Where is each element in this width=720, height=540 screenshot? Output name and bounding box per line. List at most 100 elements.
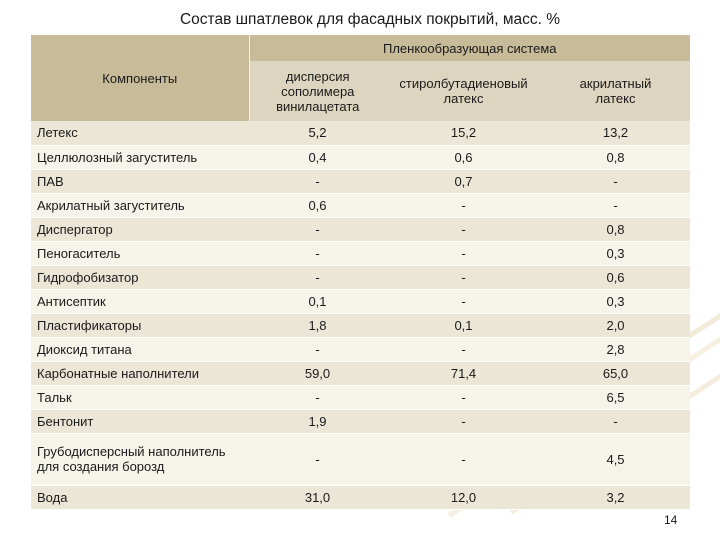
column-header-line: латекс	[443, 91, 484, 106]
value-cell: -	[249, 337, 386, 362]
table-row: Целлюлозный загуститель 0,4 0,6 0,8	[31, 145, 691, 170]
subheader-row: дисперсия сополимера винилацетата стирол…	[31, 61, 691, 121]
column-header-line: винилацетата	[276, 98, 360, 114]
table-row: Диоксид титана - -2,8	[31, 337, 691, 362]
value-cell: 0,1	[249, 289, 386, 314]
table-row: Бентонит 1,9- -	[31, 409, 691, 434]
value-cell: 13,2	[541, 121, 691, 146]
component-name-line: Тальк	[37, 389, 72, 405]
value-cell: -	[386, 241, 541, 266]
value-cell: -	[541, 193, 691, 218]
value-cell: 4,5	[541, 433, 691, 486]
component-name: Пластификаторы	[31, 313, 249, 338]
table-body: Компоненты Пленкообразующая система дисп…	[31, 35, 691, 510]
component-name-line: Антисептик	[37, 293, 106, 309]
value-cell: 65,0	[541, 361, 691, 386]
column-header-line: стиролбутадиеновый	[399, 76, 528, 91]
value-cell: 0,6	[541, 265, 691, 290]
value-cell: -	[249, 265, 386, 290]
value-cell: 0,8	[541, 145, 691, 170]
value-cell: 31,0	[249, 485, 386, 510]
component-name: Акрилатный загуститель	[31, 193, 249, 218]
value-cell: -	[386, 433, 541, 486]
value-cell: -	[386, 193, 541, 218]
value-cell: -	[249, 385, 386, 410]
component-name-line: Пластификаторы	[37, 317, 142, 333]
value-cell: 71,4	[386, 361, 541, 386]
value-cell: -	[249, 169, 386, 194]
component-name-line: Акрилатный загуститель	[37, 197, 185, 213]
value-cell: 0,3	[541, 289, 691, 314]
value-cell: -	[386, 217, 541, 242]
value-cell: 6,5	[541, 385, 691, 410]
value-cell: -	[541, 169, 691, 194]
component-name: Целлюлозный загуститель	[31, 145, 249, 170]
component-name-line: ПАВ	[37, 173, 64, 189]
component-name: Грубодисперсный наполнитель для создания …	[31, 433, 249, 486]
value-cell: -	[386, 289, 541, 314]
components-header: Компоненты	[31, 35, 250, 121]
column-header-styrene-butadiene: стиролбутадиеновый латекс	[386, 61, 541, 121]
value-cell: 0,7	[386, 169, 541, 194]
value-cell: 2,8	[541, 337, 691, 362]
component-name-line: Летекс	[37, 125, 78, 141]
component-name-line: Грубодисперсный наполнитель	[37, 444, 226, 459]
column-header-line: дисперсия	[285, 68, 350, 84]
table-row: Гидрофобизатор - -0,6	[31, 265, 691, 290]
table-row: Грубодисперсный наполнитель для создания …	[31, 433, 691, 486]
component-name-line: Гидрофобизатор	[37, 269, 139, 285]
table-row: Карбонатные наполнители 59,0 71,4 65,0	[31, 361, 691, 386]
component-name: Гидрофобизатор	[31, 265, 249, 290]
value-cell: -	[386, 265, 541, 290]
value-cell: 0,6	[386, 145, 541, 170]
value-cell: 0,8	[541, 217, 691, 242]
component-name-line: для создания борозд	[37, 459, 165, 474]
component-name: Карбонатные наполнители	[31, 361, 249, 386]
component-name: Летекс	[31, 121, 249, 146]
column-header-line: акрилатный	[579, 76, 652, 91]
column-header-line: сополимера	[281, 83, 355, 99]
value-cell: -	[386, 337, 541, 362]
value-cell: 0,1	[386, 313, 541, 338]
film-system-header: Пленкообразующая система	[249, 35, 691, 61]
value-cell: 3,2	[541, 485, 691, 510]
table-row: Тальк - -6,5	[31, 385, 691, 410]
value-cell: -	[249, 217, 386, 242]
column-header-acrylic: акрилатный латекс	[541, 61, 691, 121]
header-row: Компоненты Пленкообразующая система	[31, 35, 691, 121]
column-header-line: латекс	[595, 91, 636, 106]
table-row: Пеногаситель - -0,3	[31, 241, 691, 266]
component-name: Тальк	[31, 385, 249, 410]
value-cell: 0,3	[541, 241, 691, 266]
component-name-line: Диспергатор	[37, 221, 113, 237]
table-row: Пластификаторы 1,8 0,1 2,0	[31, 313, 691, 338]
table-row: Антисептик 0,1-0,3	[31, 289, 691, 314]
component-name: Вода	[31, 485, 249, 510]
component-name-line: Диоксид титана	[37, 341, 132, 357]
value-cell: -	[249, 433, 386, 486]
value-cell: 0,4	[249, 145, 386, 170]
component-name-line: Карбонатные наполнители	[37, 365, 200, 381]
component-name: Диоксид титана	[31, 337, 249, 362]
value-cell: -	[541, 409, 691, 434]
component-name: Бентонит	[31, 409, 249, 434]
component-name-line: Вода	[37, 489, 68, 505]
value-cell: 1,8	[249, 313, 386, 338]
page-number: 14	[664, 513, 678, 527]
value-cell: 15,2	[386, 121, 541, 146]
component-name: Антисептик	[31, 289, 249, 314]
value-cell: -	[386, 409, 541, 434]
value-cell: 59,0	[249, 361, 386, 386]
column-header-vinyl-acetate: дисперсия сополимера винилацетата	[249, 61, 386, 121]
component-name-line: Бентонит	[37, 413, 94, 429]
table-row: Диспергатор - -0,8	[31, 217, 691, 242]
value-cell: -	[386, 385, 541, 410]
value-cell: 0,6	[249, 193, 386, 218]
value-cell: 5,2	[249, 121, 386, 146]
value-cell: 12,0	[386, 485, 541, 510]
composition-table: Компоненты Пленкообразующая система дисп…	[31, 35, 691, 510]
table-row: Акрилатный загуститель 0,6- -	[31, 193, 691, 218]
component-name: ПАВ	[31, 169, 249, 194]
page-title: Состав шпатлевок для фасадных покрытий, …	[179, 11, 561, 28]
table-row: Вода 31,0 12,0 3,2	[31, 485, 691, 510]
